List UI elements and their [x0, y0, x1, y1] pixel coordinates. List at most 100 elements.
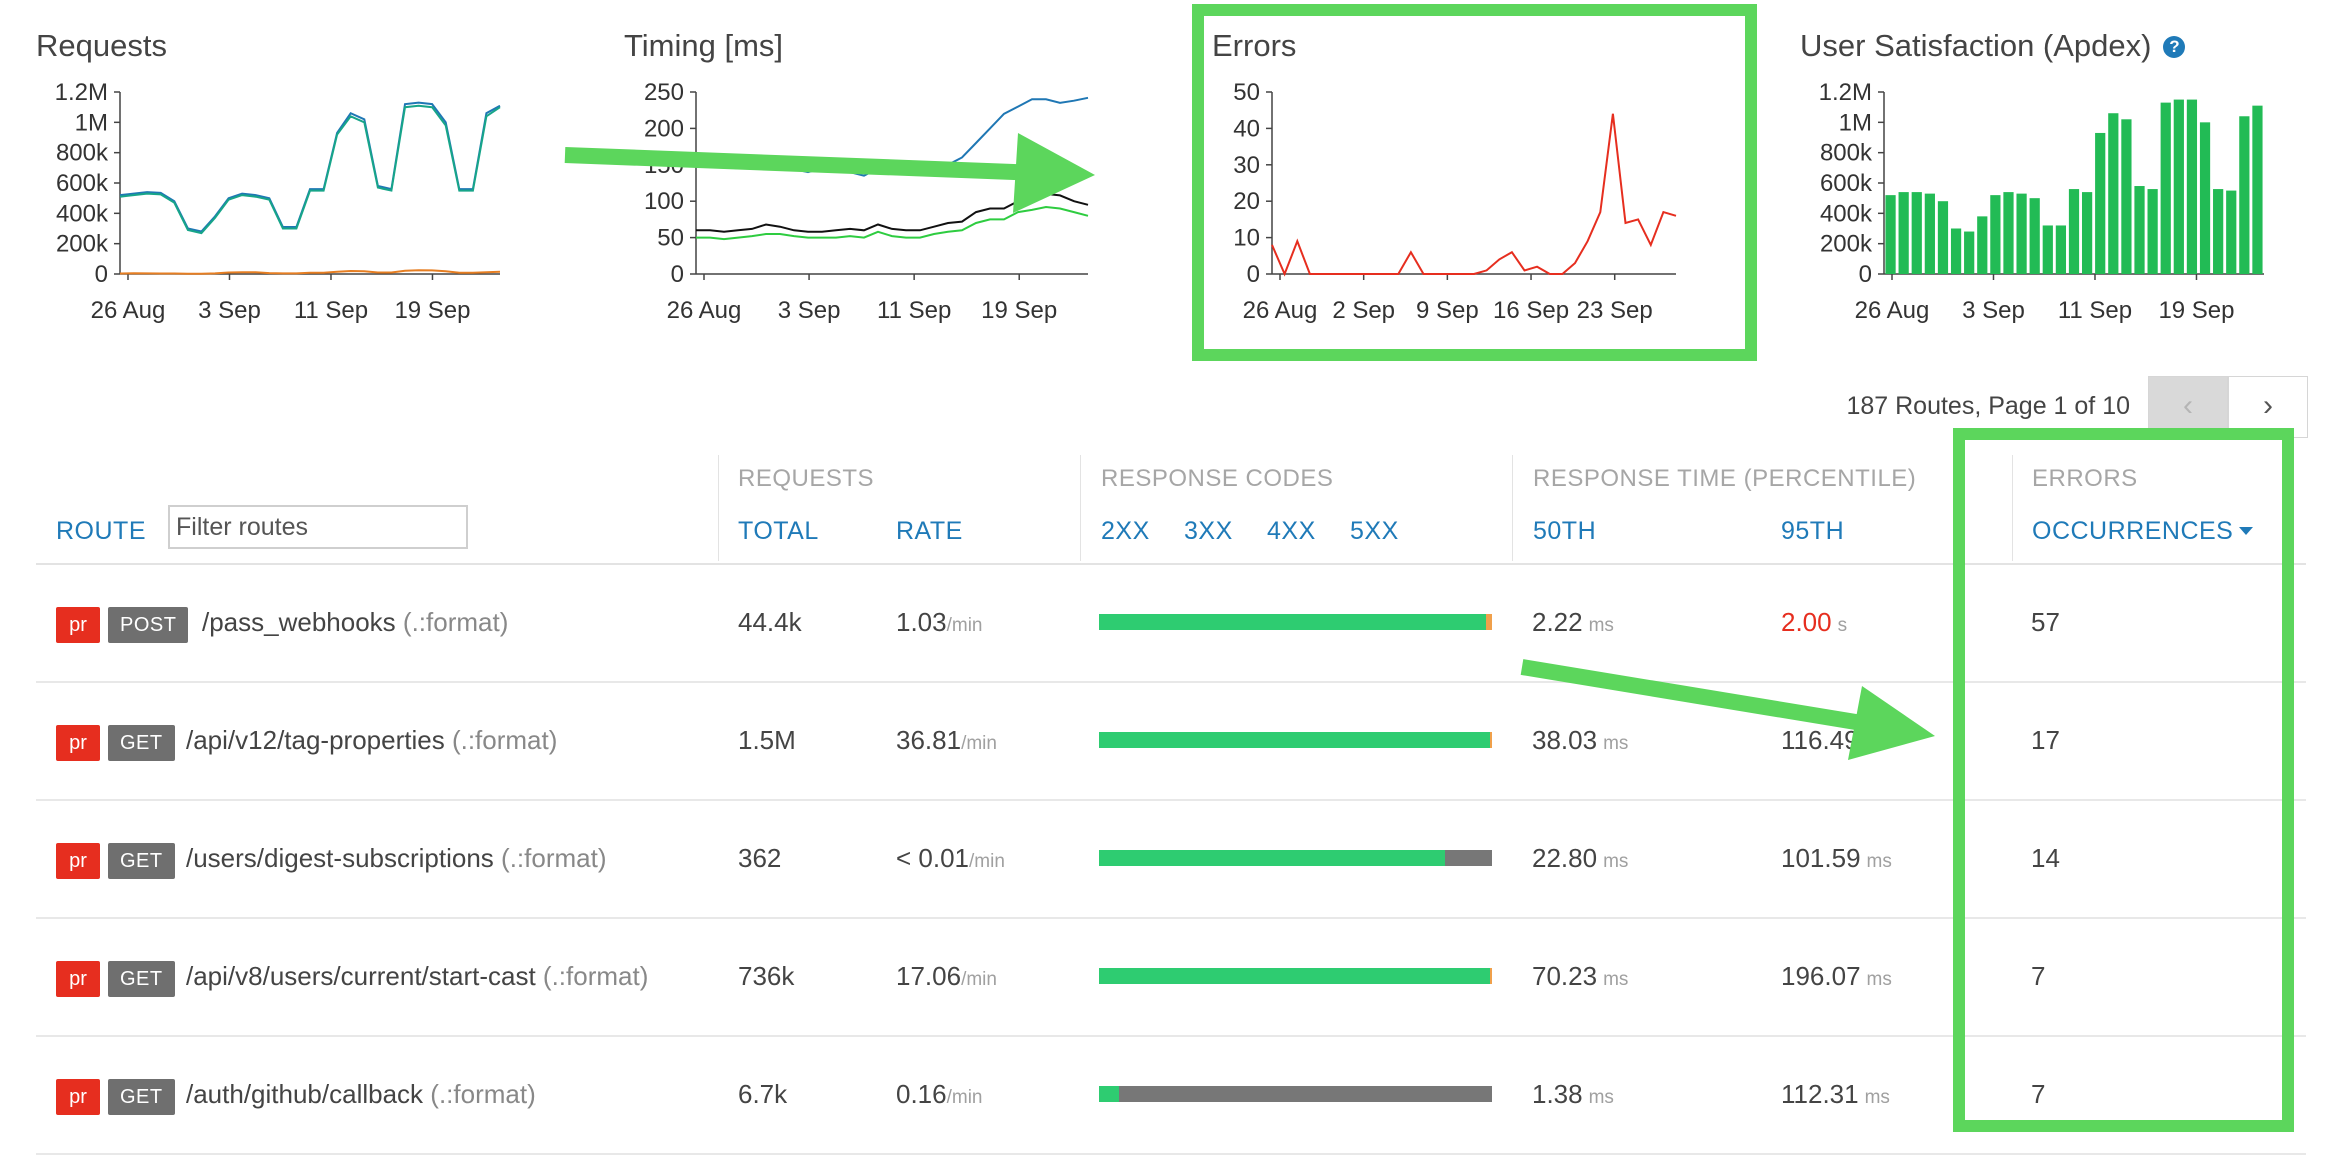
chart-bar [2199, 122, 2211, 274]
p50-time: 1.38 ms [1532, 1035, 1614, 1153]
chart-bar [2226, 190, 2237, 274]
y-tick-label: 400k [1820, 200, 1873, 227]
route-path[interactable]: /auth/github/callback [186, 1079, 424, 1109]
chart-bar [2239, 116, 2250, 275]
route-path[interactable]: /users/digest-subscriptions [186, 843, 494, 873]
chart-requests: Requests 0 200k 400k 600k 800k 1M 1.2M 26 Aug 3 … [0, 0, 560, 340]
rate-value: 17.06 [896, 961, 962, 991]
chart-bar [2173, 99, 2184, 274]
y-tick-label: 200k [1820, 231, 1873, 258]
group-requests: REQUESTS [738, 465, 875, 492]
table-row[interactable]: pr GET 736k 17.06/min 70.23 ms 196.07 ms 7/api/v… [36, 917, 2306, 1037]
requests-chart: 0 200k 400k 600k 800k 1M 1.2M 26 Aug 3 Sep 11 Sep… [55, 79, 501, 324]
next-page-button[interactable]: › [2228, 376, 2308, 438]
route-path[interactable]: /api/v8/users/current/start-cast [186, 961, 536, 991]
chart-bar [1964, 231, 1975, 274]
route-path[interactable]: /pass_webhooks [202, 607, 396, 637]
p95-unit: s [1837, 615, 1848, 636]
rate-value: < 0.01 [896, 843, 970, 873]
p95-time: 2.00 s [1781, 563, 1847, 681]
p50-value: 22.80 [1532, 843, 1598, 873]
chart-bar [1924, 193, 1935, 274]
route-name[interactable]: /api/v8/users/current/start-cast (.:form… [186, 917, 648, 1035]
route-path[interactable]: /api/v12/tag-properties [186, 725, 445, 755]
pagination-summary: 187 Routes, Page 1 of 10 [1846, 392, 2130, 420]
x-tick-label: 3 Sep [198, 297, 261, 324]
column-5xx[interactable]: 5XX [1350, 517, 1399, 545]
p95-unit: ms [1864, 733, 1890, 754]
column-3xx[interactable]: 3XX [1184, 517, 1233, 545]
response-codes-bar [1099, 850, 1492, 866]
x-tick-label: 19 Sep [394, 297, 470, 324]
error-occurrences[interactable]: 14 [2031, 843, 2060, 873]
prev-page-button[interactable]: ‹ [2148, 376, 2228, 438]
http-method-badge: GET [108, 1079, 175, 1115]
table-row[interactable]: pr GET 1.5M 36.81/min 38.03 ms 116.49 ms 17/api/… [36, 681, 2306, 801]
chart-bar [1898, 192, 1909, 274]
chart-bar [1885, 195, 1896, 274]
p95-value: 2.00 [1781, 607, 1832, 637]
p50-value: 1.38 [1532, 1079, 1583, 1109]
x-tick-label: 19 Sep [981, 297, 1057, 324]
rate-value: 1.03 [896, 607, 947, 637]
http-method-badge: GET [108, 725, 175, 761]
sort-caret-icon [2239, 527, 2254, 535]
x-tick-label: 26 Aug [91, 297, 166, 324]
bar-4xx [1486, 614, 1492, 630]
column-rate[interactable]: RATE [896, 517, 963, 545]
group-errors: ERRORS [2032, 465, 2138, 492]
error-occurrences[interactable]: 7 [2031, 961, 2046, 991]
chart-series-line [1271, 113, 1677, 277]
table-header: ROUTE REQUESTS TOTAL RATE RESPONSE CODES… [36, 455, 2306, 565]
column-95th[interactable]: 95TH [1781, 517, 1845, 545]
x-tick-label: 3 Sep [1962, 297, 2025, 324]
group-response-codes: RESPONSE CODES [1101, 465, 1334, 492]
chart-series-line [696, 192, 1089, 233]
column-50th[interactable]: 50TH [1533, 517, 1597, 545]
y-tick-label: 10 [1233, 225, 1260, 252]
bar-2xx [1099, 968, 1491, 984]
y-tick-label: 20 [1233, 188, 1260, 215]
y-tick-label: 0 [671, 261, 684, 288]
p95-value: 196.07 [1781, 961, 1861, 991]
x-tick-label: 26 Aug [667, 297, 742, 324]
chart-bar [2042, 225, 2053, 274]
route-name[interactable]: /users/digest-subscriptions (.:format) [186, 799, 607, 917]
route-name[interactable]: /api/v12/tag-properties (.:format) [186, 681, 557, 799]
chart-bar [2068, 189, 2080, 274]
x-tick-label: 16 Sep [1493, 297, 1569, 324]
y-tick-label: 600k [1820, 170, 1873, 197]
column-occurrences[interactable]: OCCURRENCES [2032, 517, 2254, 546]
error-occurrences[interactable]: 17 [2031, 725, 2060, 755]
route-name[interactable]: /pass_webhooks (.:format) [202, 563, 508, 681]
y-tick-label: 50 [1233, 79, 1260, 106]
x-tick-label: 2 Sep [1332, 297, 1395, 324]
chart-bar [2134, 186, 2145, 274]
p50-unit: ms [1603, 733, 1629, 754]
chart-title: Timing [ms] [624, 28, 784, 63]
route-name[interactable]: /auth/github/callback (.:format) [186, 1035, 536, 1153]
y-tick-label: 150 [644, 152, 684, 179]
column-route[interactable]: ROUTE [56, 517, 146, 545]
error-occurrences[interactable]: 7 [2031, 1079, 2046, 1109]
help-icon[interactable]: ? [2163, 36, 2186, 58]
x-tick-label: 23 Sep [1577, 297, 1653, 324]
table-row[interactable]: pr GET 6.7k 0.16/min 1.38 ms 112.31 ms 7/auth/gi… [36, 1035, 2306, 1155]
y-tick-label: 1.2M [55, 79, 108, 106]
column-4xx[interactable]: 4XX [1267, 517, 1316, 545]
p95-time: 196.07 ms [1781, 917, 1892, 1035]
y-tick-label: 800k [1820, 140, 1873, 167]
y-tick-label: 800k [56, 140, 109, 167]
chart-bar [2003, 192, 2014, 274]
http-method-badge: POST [108, 607, 189, 643]
table-row[interactable]: pr POST 44.4k 1.03/min 2.22 ms 2.00 s 57/pass_we… [36, 563, 2306, 683]
filter-routes-input[interactable] [168, 505, 468, 549]
p95-time: 101.59 ms [1781, 799, 1892, 917]
column-total[interactable]: TOTAL [738, 517, 819, 545]
column-2xx[interactable]: 2XX [1101, 517, 1150, 545]
bar-3xx [1444, 850, 1492, 866]
error-occurrences[interactable]: 57 [2031, 607, 2060, 637]
table-row[interactable]: pr GET 362 < 0.01/min 22.80 ms 101.59 ms 14/user… [36, 799, 2306, 919]
rate-unit: /min [961, 733, 997, 754]
p95-time: 116.49 ms [1781, 681, 1890, 799]
